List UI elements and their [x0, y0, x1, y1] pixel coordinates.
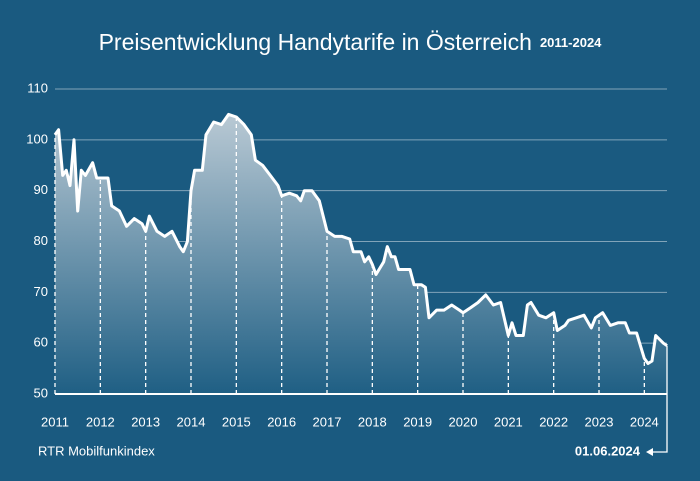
- x-tick-label: 2019: [403, 414, 432, 429]
- chart-title: Preisentwicklung Handytarife in Österrei…: [99, 29, 603, 55]
- x-tick-label: 2018: [358, 414, 387, 429]
- x-tick-label: 2023: [585, 414, 614, 429]
- subtitle: 2011-2024: [540, 35, 602, 50]
- x-tick-label: 2017: [313, 414, 342, 429]
- arrow-head: [646, 448, 653, 456]
- x-tick-label: 2015: [222, 414, 251, 429]
- y-tick-label: 80: [34, 233, 48, 248]
- x-tick-label: 2021: [494, 414, 523, 429]
- end-arrow: [652, 345, 668, 453]
- x-tick-label: 2024: [630, 414, 659, 429]
- title-text: Preisentwicklung Handytarife in Österrei…: [99, 29, 532, 55]
- y-tick-label: 110: [27, 80, 48, 95]
- y-tick-label: 90: [34, 182, 48, 197]
- x-tick-label: 2012: [86, 414, 115, 429]
- y-tick-label: 60: [34, 335, 48, 350]
- x-tick-label: 2016: [267, 414, 296, 429]
- end-label: 01.06.2024: [575, 443, 641, 458]
- line: [53, 112, 668, 365]
- y-tick-label: 70: [34, 284, 48, 299]
- x-tick-label: 2014: [177, 414, 206, 429]
- y-tick-label: 50: [34, 385, 48, 400]
- y-tick-label: 100: [26, 131, 48, 146]
- x-tick-label: 2022: [539, 414, 568, 429]
- x-tick-label: 2020: [449, 414, 478, 429]
- source: RTR Mobilfunkindex: [38, 443, 155, 458]
- x-tick-label: 2013: [131, 414, 160, 429]
- x-tick-label: 2011: [41, 414, 69, 429]
